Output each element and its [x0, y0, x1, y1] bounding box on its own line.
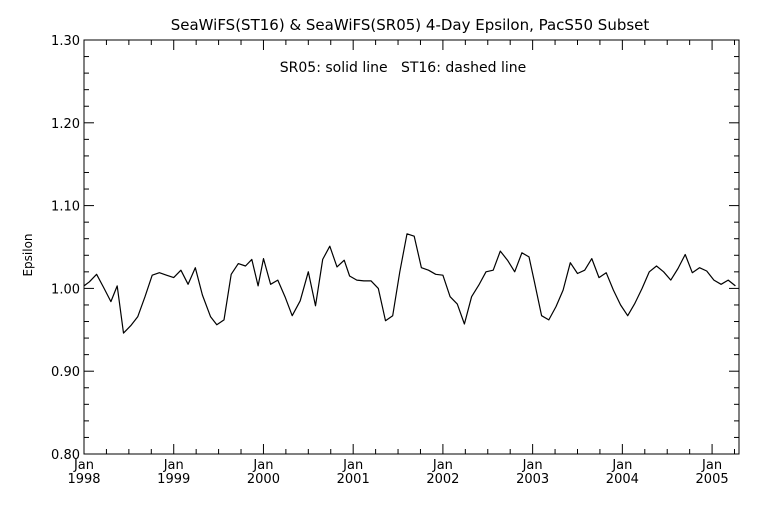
plot-frame	[83, 39, 740, 455]
x-tick-label-month: Jan	[163, 458, 184, 473]
y-tick-label: 1.20	[51, 117, 80, 132]
x-tick-label-year: 2001	[337, 472, 370, 487]
x-tick-label-month: Jan	[432, 458, 453, 473]
y-tick-label: 0.90	[51, 365, 80, 380]
axis-ticks	[83, 39, 739, 455]
y-axis-label: Epsilon	[21, 233, 35, 276]
chart-title: SeaWiFS(ST16) & SeaWiFS(SR05) 4-Day Epsi…	[171, 16, 650, 34]
x-tick-label-year: 2000	[247, 472, 280, 487]
y-tick-label: 1.30	[51, 34, 80, 49]
x-tick-label-year: 2002	[426, 472, 459, 487]
y-tick-label: 1.10	[51, 200, 80, 215]
x-tick-label-year: 2003	[516, 472, 549, 487]
axis-tick-labels: 0.800.901.001.101.201.30Jan1998Jan1999Ja…	[51, 34, 729, 487]
x-tick-label-year: 1998	[67, 472, 100, 487]
x-tick-label-month: Jan	[611, 458, 632, 473]
x-tick-label-month: Jan	[252, 458, 273, 473]
x-tick-label-month: Jan	[342, 458, 363, 473]
series-layer	[83, 233, 736, 334]
y-tick-label: 0.80	[51, 448, 80, 463]
x-tick-label-month: Jan	[701, 458, 722, 473]
series-line-solid	[83, 233, 736, 334]
line-style-annotation: SR05: solid line ST16: dashed line	[280, 60, 526, 76]
x-tick-label-month: Jan	[73, 458, 94, 473]
x-tick-label-year: 1999	[157, 472, 190, 487]
x-tick-label-year: 2005	[696, 472, 729, 487]
y-tick-label: 1.00	[51, 282, 80, 297]
x-tick-label-month: Jan	[522, 458, 543, 473]
x-tick-label-year: 2004	[606, 472, 639, 487]
